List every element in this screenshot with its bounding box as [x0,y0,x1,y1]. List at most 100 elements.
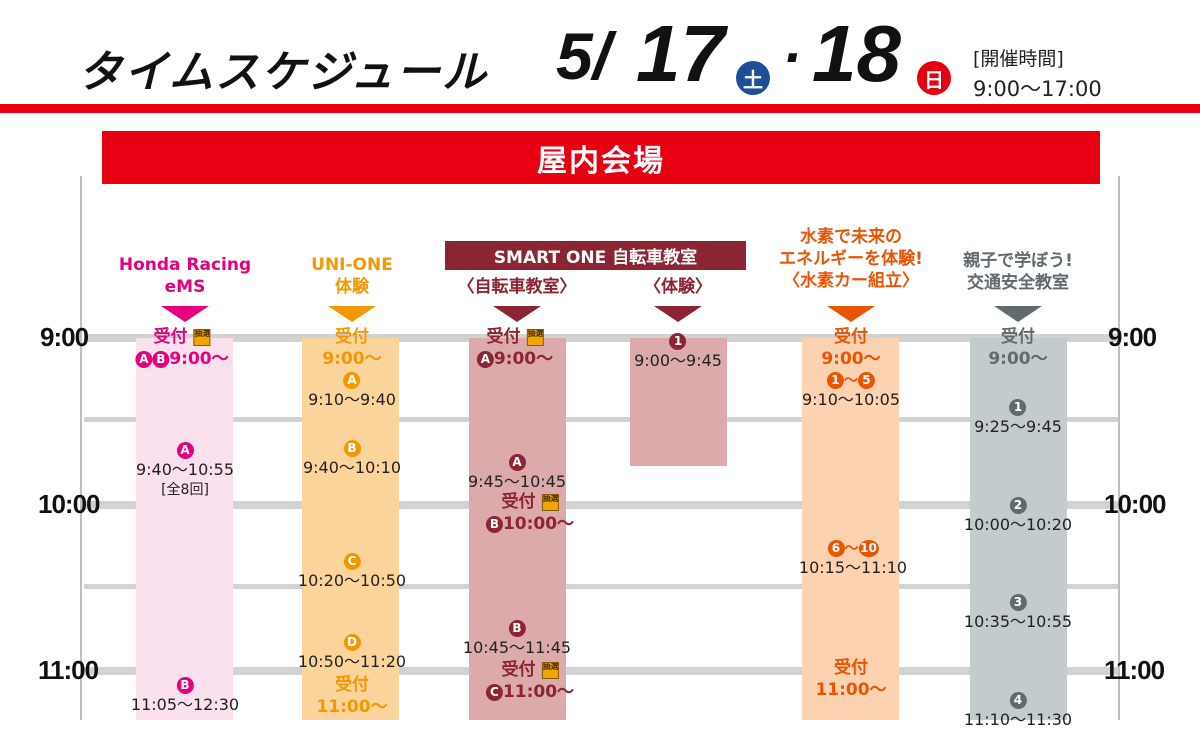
honda-ems-title-line2: eMS [164,277,206,297]
traffic-session-2: 2 10:00〜10:20 [964,495,1072,535]
date-month: 5/ [556,19,612,93]
hydrogen-reception-1-time: 9:00〜 [821,349,881,369]
session-10-badge: 10 [858,539,879,557]
bike-experience-session-1: 1 9:00〜9:45 [634,331,722,371]
uni-one-session-b: B 9:40〜10:10 [303,438,401,478]
honda-session-a-note: [全8回] [161,482,209,498]
hydrogen-session-1-5: 1 〜 5 9:10〜10:05 [802,370,900,410]
hydrogen-reception-2-time: 11:00〜 [815,680,887,700]
bike-reception-b-time: 10:00〜 [502,514,575,534]
uni-one-reception-1: 受付 9:00〜 [322,326,381,370]
lottery-icon: 抽選 [541,661,559,679]
opening-hours-value: 9:00〜17:00 [973,77,1102,101]
traffic-safety-title-line1: 親子で学ぼう! [963,251,1073,271]
uni-one-reception-2: 受付 11:00〜 [316,674,387,718]
uni-one-session-a: A 9:10〜9:40 [308,370,396,410]
honda-session-a: A 9:40〜10:55 [全8回] [136,440,234,500]
opening-hours-label: [開催時間] [973,48,1064,70]
session-b-badge: B [343,439,361,457]
time-label-right-10: 10:00 [1104,489,1166,519]
timeline-left-border [80,176,82,720]
bike-session-a-time: 9:45〜10:45 [467,472,567,491]
bike-session-b: B 10:45〜11:45 [463,618,571,658]
bike-session-b-time: 10:45〜11:45 [462,638,572,657]
session-4-badge: 4 [1009,691,1027,709]
bicycle-class-subheader: 〈自転車教室〉 [457,277,577,297]
hydrogen-title-line2: エネルギーを体験! [779,249,923,269]
gridline-9-00 [84,334,1118,342]
bike-reception-c-time: 11:00〜 [502,682,575,702]
uni-one-reception-1-time: 9:00〜 [322,349,382,369]
traffic-session-4-time: 11:10〜11:30 [963,710,1073,729]
bike-reception-c: 受付 抽選 C 11:00〜 [485,659,575,703]
hydrogen-title-line1: 水素で未来の [799,227,902,247]
timeline-right-border [1118,176,1120,720]
traffic-session-3-time: 10:35〜10:55 [963,612,1073,631]
uni-one-session-c: C 10:20〜10:50 [298,551,406,591]
hydrogen-car-header: 水素で未来の エネルギーを体験! 〈水素カー組立〉 [779,226,923,292]
bike-reception-a-time: 9:00〜 [493,349,554,369]
session-c-badge: C [343,552,361,570]
traffic-session-3: 3 10:35〜10:55 [964,592,1072,632]
circle-badge-a: A [135,350,153,368]
traffic-reception-1-time: 9:00〜 [988,349,1048,369]
session-2-badge: 2 [1009,496,1027,514]
session-d-badge: D [343,633,361,651]
range-separator: 〜 [844,541,859,557]
honda-ems-column [136,338,233,720]
time-label-left-11: 11:00 [38,655,99,685]
schedule-title: タイムスケジュール [78,47,489,98]
bicycle-class-column [469,338,566,720]
uni-one-session-b-time: 9:40〜10:10 [302,458,402,477]
uni-one-header: UNI-ONE 体験 [311,254,393,298]
traffic-safety-header: 親子で学ぼう! 交通安全教室 [963,250,1073,294]
hydrogen-session-1-5-time: 9:10〜10:05 [801,390,901,409]
bicycle-experience-pointer [654,306,702,322]
saturday-badge: 土 [736,61,770,95]
session-a-badge: A [508,453,526,471]
reception-label: 受付 [833,327,868,347]
bicycle-experience-subheader: 〈体験〉 [644,277,712,297]
hydrogen-session-6-10-time: 10:15〜11:10 [798,558,908,577]
honda-ems-title-line1: Honda Racing [118,255,252,275]
bike-reception-a: 受付 抽選 A 9:00〜 [476,326,554,370]
uni-one-title-line2: 体験 [335,277,369,297]
traffic-safety-title-line2: 交通安全教室 [966,273,1069,293]
bike-reception-b: 受付 抽選 B 10:00〜 [485,491,575,535]
time-label-left-10: 10:00 [38,489,100,519]
traffic-session-2-time: 10:00〜10:20 [963,515,1073,534]
traffic-reception-1: 受付 9:00〜 [988,326,1047,370]
honda-session-a-time: 9:40〜10:55 [135,460,235,479]
date-day1: 17 [636,9,725,98]
sunday-badge: 日 [917,61,951,95]
session-5-badge: 5 [857,371,875,389]
honda-reception-a-b: 受付 抽選 A B 9:00〜 [135,326,229,370]
session-b-badge: B [176,676,194,694]
hydrogen-session-6-10: 6 〜 10 10:15〜11:10 [799,538,907,578]
session-3-badge: 3 [1009,593,1027,611]
time-label-left-9: 9:00 [40,322,89,352]
gridline-11-00 [84,667,1118,675]
traffic-safety-pointer [994,306,1042,322]
hydrogen-reception-1: 受付 9:00〜 [821,326,880,370]
bicycle-experience-column [630,338,727,466]
session-1-badge: 1 [826,371,844,389]
hydrogen-car-pointer [827,306,875,322]
traffic-session-1: 1 9:25〜9:45 [974,397,1062,437]
date-separator: · [782,25,802,90]
lottery-icon: 抽選 [541,493,559,511]
reception-label: 受付 [834,658,868,678]
honda-ems-pointer [161,306,209,322]
reception-label: 受付 [335,675,369,695]
uni-one-session-c-time: 10:20〜10:50 [297,571,407,590]
gridline-9-30 [84,417,1118,422]
gridline-10-30 [84,584,1118,589]
traffic-session-4: 4 11:10〜11:30 [964,690,1072,730]
uni-one-session-d: D 10:50〜11:20 [298,632,406,672]
uni-one-session-a-time: 9:10〜9:40 [308,390,396,409]
bike-session-a: A 9:45〜10:45 [468,452,566,492]
time-label-right-11: 11:00 [1104,655,1165,685]
session-a-badge: A [176,441,194,459]
uni-one-column [302,338,399,720]
bike-experience-session-1-time: 9:00〜9:45 [634,351,722,370]
